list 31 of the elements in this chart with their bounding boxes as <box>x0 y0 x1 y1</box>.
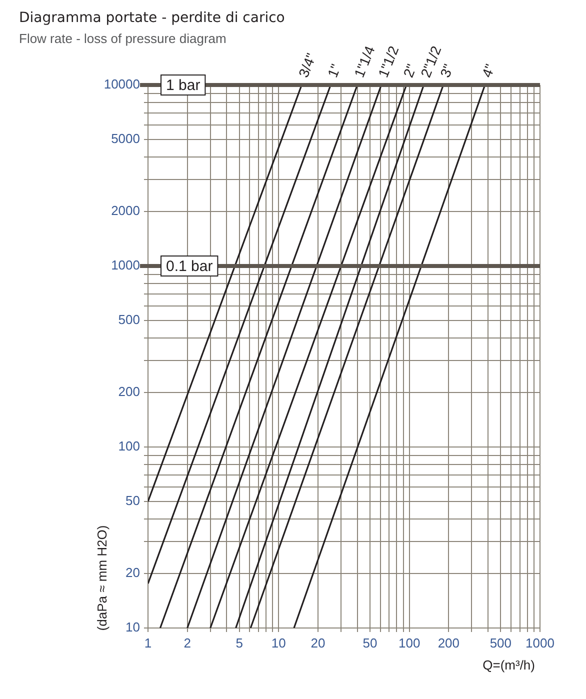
x-tick-label: 5 <box>236 635 243 650</box>
chart-subtitle: Flow rate - loss of pressure diagram <box>19 31 226 46</box>
text: 1" <box>324 62 344 80</box>
x-tick-label: 1000 <box>526 635 554 650</box>
x-tick-label: 2 <box>184 635 191 650</box>
y-tick-label: 5000 <box>111 131 140 146</box>
y-tick-label: 10 <box>126 620 140 635</box>
y-axis-title: (daPa ≈ mm H2O) <box>94 525 110 631</box>
x-tick-label: 200 <box>438 635 460 650</box>
text: 2" <box>400 62 420 80</box>
y-tick-label: 50 <box>126 493 140 508</box>
y-tick-label: 100 <box>118 438 140 454</box>
x-tick-label: 10 <box>271 635 286 650</box>
x-axis-title: Q=(m³/h) <box>482 658 535 673</box>
y-tick-label: 500 <box>118 312 140 328</box>
y-tick-label: 1000 <box>111 258 140 273</box>
x-tick-label: 20 <box>310 635 326 650</box>
y-tick-label: 200 <box>118 384 140 400</box>
ref-line-label: 0.1 bar <box>166 258 213 276</box>
y-tick-label: 20 <box>126 565 140 580</box>
y-tick-label: 2000 <box>111 203 140 218</box>
chart-title: Diagramma portate - perdite di carico <box>19 10 285 26</box>
x-tick-label: 100 <box>398 635 420 650</box>
text: 3/4" <box>295 50 320 80</box>
y-tick-label: 10000 <box>104 76 140 92</box>
text: 4" <box>478 62 498 80</box>
x-tick-label: 500 <box>490 635 512 650</box>
x-tick-label: 1 <box>144 635 152 650</box>
text: 3" <box>436 62 456 80</box>
ref-line-label: 1 bar <box>166 77 200 94</box>
x-tick-label: 50 <box>362 635 378 650</box>
